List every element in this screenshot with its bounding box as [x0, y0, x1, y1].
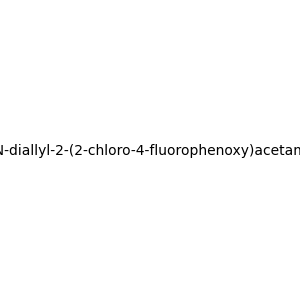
Text: N,N-diallyl-2-(2-chloro-4-fluorophenoxy)acetamide: N,N-diallyl-2-(2-chloro-4-fluorophenoxy)… — [0, 145, 300, 158]
